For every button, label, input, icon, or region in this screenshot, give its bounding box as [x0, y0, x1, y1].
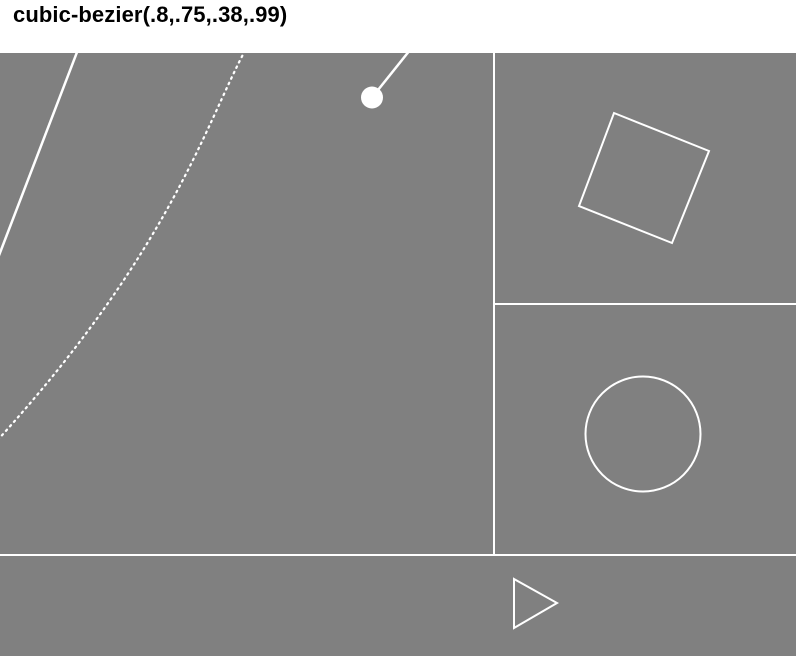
circle-outline-icon — [584, 375, 702, 493]
square-outline-icon — [577, 111, 711, 245]
control-line-2 — [371, 53, 410, 99]
bezier-curve — [0, 53, 246, 439]
control-point-2-handle[interactable] — [361, 86, 383, 109]
play-triangle-icon[interactable] — [513, 577, 560, 630]
header: cubic-bezier(.8,.75,.38,.99) — [0, 0, 796, 53]
easing-title: cubic-bezier(.8,.75,.38,.99) — [13, 2, 288, 27]
control-line-1 — [0, 53, 79, 257]
bezier-editor — [0, 53, 796, 630]
easing-stage — [0, 53, 796, 656]
